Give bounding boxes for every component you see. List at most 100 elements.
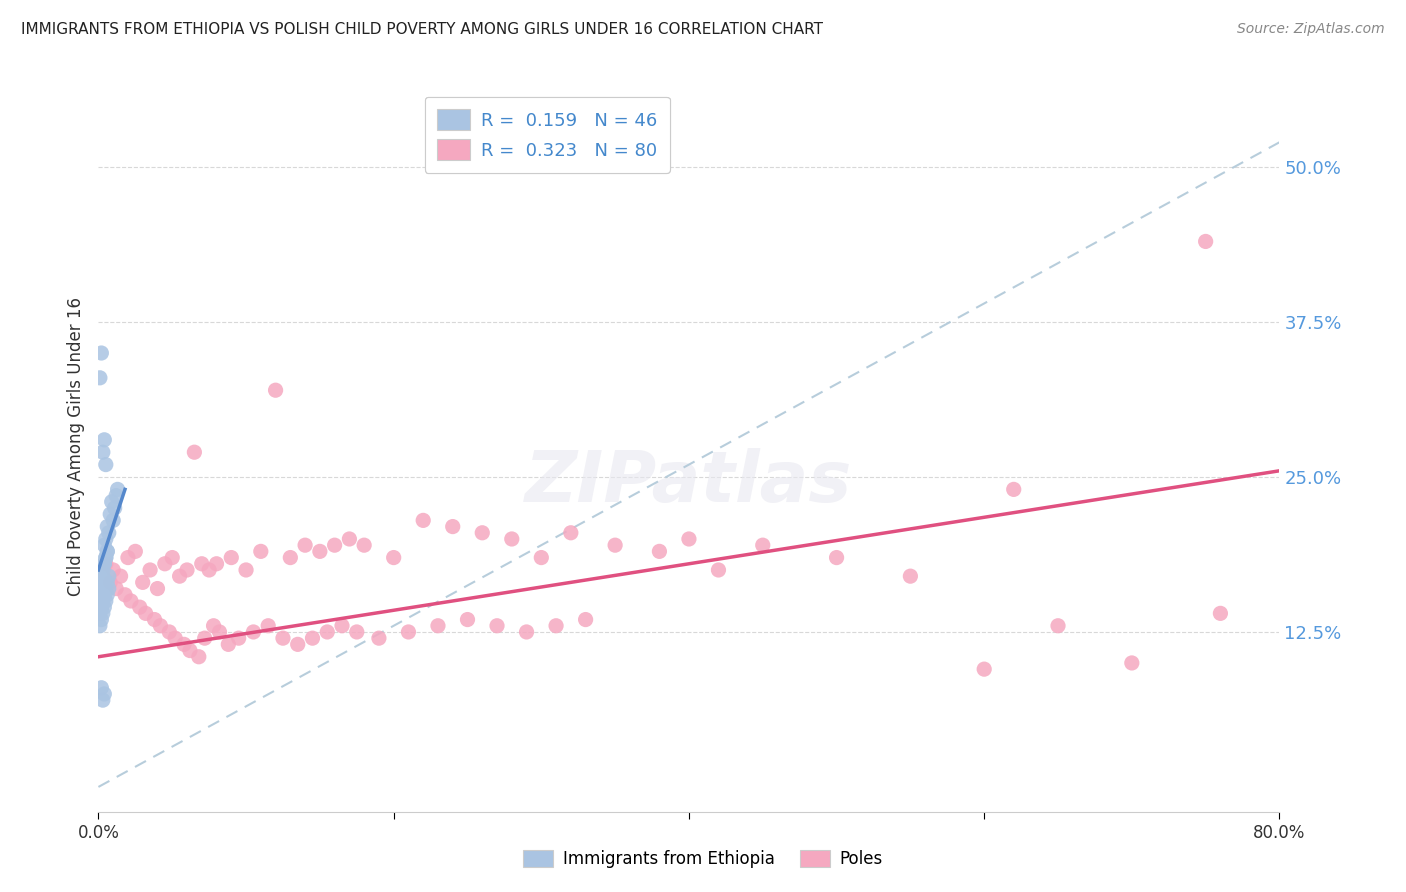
Point bbox=[242, 624, 264, 639]
Point bbox=[96, 544, 118, 558]
Point bbox=[648, 544, 671, 558]
Point bbox=[707, 563, 730, 577]
Point bbox=[427, 619, 450, 633]
Point bbox=[278, 550, 302, 565]
Point bbox=[89, 371, 111, 385]
Point bbox=[96, 588, 118, 602]
Point bbox=[323, 538, 346, 552]
Point bbox=[104, 500, 127, 515]
Point bbox=[187, 649, 209, 664]
Point bbox=[678, 532, 700, 546]
Point bbox=[91, 569, 114, 583]
Point bbox=[93, 687, 115, 701]
Point bbox=[271, 631, 294, 645]
Point bbox=[368, 631, 391, 645]
Point bbox=[1046, 619, 1069, 633]
Point bbox=[257, 619, 280, 633]
Point bbox=[264, 383, 287, 397]
Point bbox=[94, 550, 117, 565]
Point bbox=[1209, 607, 1232, 621]
Point bbox=[94, 550, 117, 565]
Point bbox=[198, 563, 221, 577]
Point bbox=[316, 624, 339, 639]
Point bbox=[382, 550, 405, 565]
Point bbox=[98, 575, 121, 590]
Point bbox=[441, 519, 464, 533]
Point bbox=[486, 619, 509, 633]
Point bbox=[176, 563, 198, 577]
Point bbox=[103, 513, 125, 527]
Point bbox=[93, 600, 115, 615]
Point bbox=[89, 619, 111, 633]
Point bbox=[287, 637, 309, 651]
Point bbox=[157, 624, 180, 639]
Point bbox=[153, 557, 176, 571]
Point bbox=[91, 693, 114, 707]
Point bbox=[169, 569, 191, 583]
Point bbox=[94, 557, 117, 571]
Point bbox=[530, 550, 553, 565]
Point bbox=[91, 575, 114, 590]
Point bbox=[165, 631, 187, 645]
Point bbox=[471, 525, 494, 540]
Point bbox=[294, 538, 316, 552]
Point bbox=[1195, 235, 1218, 249]
Point bbox=[202, 619, 225, 633]
Point bbox=[93, 557, 115, 571]
Point bbox=[219, 550, 242, 565]
Point bbox=[412, 513, 434, 527]
Point bbox=[337, 532, 360, 546]
Point bbox=[90, 569, 112, 583]
Point bbox=[301, 631, 323, 645]
Point bbox=[605, 538, 627, 552]
Point bbox=[105, 582, 128, 596]
Point bbox=[501, 532, 523, 546]
Point bbox=[544, 619, 567, 633]
Point bbox=[91, 445, 114, 459]
Point bbox=[217, 637, 239, 651]
Point bbox=[825, 550, 848, 565]
Point bbox=[162, 550, 183, 565]
Point bbox=[235, 563, 257, 577]
Point bbox=[183, 445, 205, 459]
Point bbox=[94, 458, 117, 472]
Point bbox=[91, 607, 114, 621]
Point bbox=[103, 563, 125, 577]
Point bbox=[98, 507, 121, 521]
Point bbox=[93, 538, 115, 552]
Y-axis label: Child Poverty Among Girls Under 16: Child Poverty Among Girls Under 16 bbox=[66, 296, 84, 596]
Point bbox=[250, 544, 273, 558]
Point bbox=[91, 594, 114, 608]
Point bbox=[90, 346, 112, 360]
Point bbox=[90, 582, 112, 596]
Point bbox=[330, 619, 353, 633]
Point bbox=[105, 489, 128, 503]
Point bbox=[117, 550, 139, 565]
Point bbox=[194, 631, 217, 645]
Point bbox=[132, 575, 155, 590]
Point bbox=[107, 483, 129, 497]
Point bbox=[100, 495, 122, 509]
Point bbox=[560, 525, 582, 540]
Point bbox=[900, 569, 922, 583]
Point bbox=[309, 544, 332, 558]
Point bbox=[1121, 656, 1143, 670]
Point bbox=[96, 519, 118, 533]
Point bbox=[191, 557, 214, 571]
Legend: Immigrants from Ethiopia, Poles: Immigrants from Ethiopia, Poles bbox=[516, 843, 890, 875]
Point bbox=[93, 433, 115, 447]
Point bbox=[124, 544, 146, 558]
Text: Source: ZipAtlas.com: Source: ZipAtlas.com bbox=[1237, 22, 1385, 37]
Point bbox=[173, 637, 195, 651]
Point bbox=[90, 613, 112, 627]
Point bbox=[120, 594, 142, 608]
Point bbox=[205, 557, 228, 571]
Point bbox=[456, 613, 478, 627]
Point bbox=[90, 600, 112, 615]
Point bbox=[94, 582, 117, 596]
Point bbox=[97, 525, 120, 540]
Point bbox=[135, 607, 157, 621]
Point bbox=[1002, 483, 1025, 497]
Text: IMMIGRANTS FROM ETHIOPIA VS POLISH CHILD POVERTY AMONG GIRLS UNDER 16 CORRELATIO: IMMIGRANTS FROM ETHIOPIA VS POLISH CHILD… bbox=[21, 22, 823, 37]
Point bbox=[574, 613, 596, 627]
